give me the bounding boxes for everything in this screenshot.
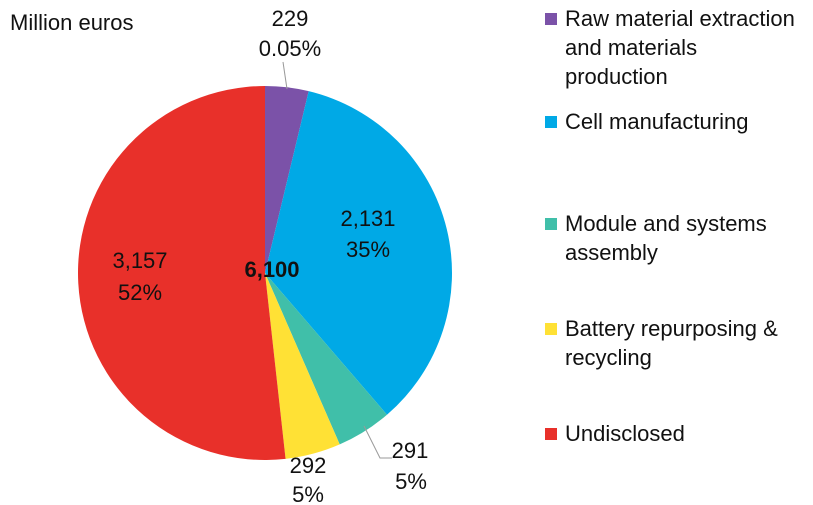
value-label: 2,131 (340, 206, 395, 231)
legend-label: Module and systems assembly (565, 211, 767, 265)
percent-label: 0.05% (259, 36, 321, 61)
legend-label: Battery repurposing & recycling (565, 316, 778, 370)
pie-slice (265, 273, 387, 445)
legend-swatch (545, 13, 557, 25)
percent-label: 5% (395, 469, 427, 494)
legend-swatch (545, 323, 557, 335)
value-label: 229 (272, 6, 309, 31)
pie-slice (78, 86, 286, 460)
leader-line (282, 61, 288, 90)
legend-swatch (545, 428, 557, 440)
leader-line (363, 425, 392, 459)
total-label: 6,100 (244, 257, 299, 282)
pie-slice (265, 91, 452, 415)
legend-swatch (545, 218, 557, 230)
value-label: 292 (290, 453, 327, 478)
legend-label: Cell manufacturing (565, 109, 749, 134)
percent-label: 5% (292, 482, 324, 505)
pie-slice (265, 86, 309, 273)
percent-label: 52% (118, 280, 162, 305)
value-label: 291 (392, 438, 429, 463)
unit-label: Million euros (10, 10, 134, 35)
percent-label: 35% (346, 237, 390, 262)
pie-slice (265, 273, 340, 459)
legend-label: Raw material extraction and materials pr… (565, 6, 795, 89)
legend-swatch (545, 116, 557, 128)
value-label: 3,157 (112, 248, 167, 273)
legend-label: Undisclosed (565, 421, 685, 446)
